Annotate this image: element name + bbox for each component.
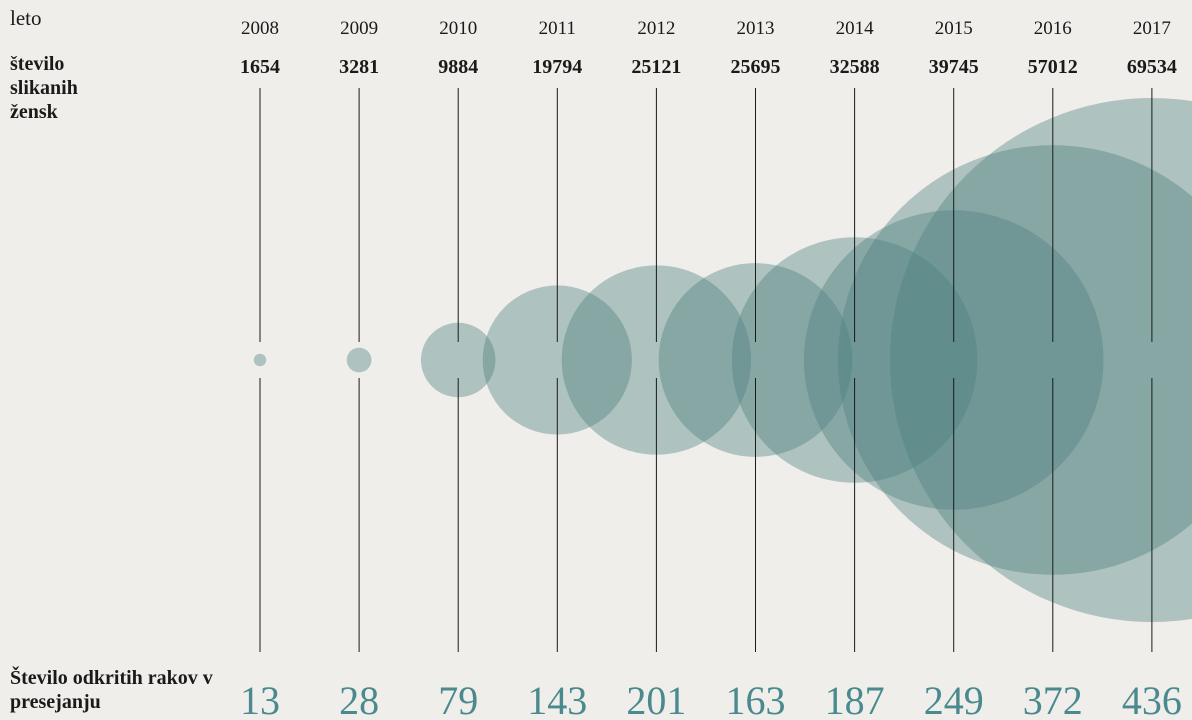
- bubble: [561, 265, 752, 455]
- x-tick-label: 2014: [836, 18, 875, 39]
- x-tick-label: 2010: [439, 18, 477, 39]
- bubble: [658, 263, 853, 457]
- x-tick-label: 2009: [340, 18, 378, 39]
- x-tick-label: 2013: [737, 18, 775, 39]
- data-label: 163: [726, 678, 786, 720]
- data-label: 79: [438, 678, 478, 720]
- bubble: [731, 237, 978, 483]
- data-label: 143: [527, 678, 587, 720]
- data-label: 249: [924, 678, 984, 720]
- series-label: Število odkritih rakov v presejanju: [10, 667, 213, 713]
- bubble: [889, 98, 1192, 622]
- data-label: 32588: [830, 56, 880, 78]
- data-label: 69534: [1127, 56, 1177, 78]
- bubble: [420, 322, 496, 398]
- data-label: 372: [1023, 678, 1083, 720]
- data-label: 187: [825, 678, 885, 720]
- data-label: 39745: [929, 56, 979, 78]
- x-tick-label: 2017: [1133, 18, 1171, 39]
- data-label: 3281: [339, 56, 379, 78]
- data-label: 19794: [532, 56, 582, 78]
- bubble: [803, 210, 1104, 510]
- bubble: [838, 145, 1192, 575]
- data-label: 13: [240, 678, 280, 720]
- bubble: [253, 353, 267, 367]
- bubble: [482, 285, 632, 435]
- data-label: 436: [1122, 678, 1182, 720]
- x-label: leto: [10, 6, 42, 30]
- series-label: število slikanih žensk: [10, 53, 78, 123]
- data-label: 28: [339, 678, 379, 720]
- data-label: 9884: [438, 56, 478, 78]
- x-tick-label: 2008: [241, 18, 279, 39]
- x-tick-label: 2012: [637, 18, 675, 39]
- data-label: 25121: [631, 56, 681, 78]
- data-label: 1654: [240, 56, 280, 78]
- data-label: 57012: [1028, 56, 1078, 78]
- bubble: [346, 347, 372, 373]
- x-tick-label: 2016: [1034, 18, 1072, 39]
- x-tick-label: 2011: [539, 18, 576, 39]
- data-label: 25695: [731, 56, 781, 78]
- data-label: 201: [626, 678, 686, 720]
- x-tick-label: 2015: [935, 18, 973, 39]
